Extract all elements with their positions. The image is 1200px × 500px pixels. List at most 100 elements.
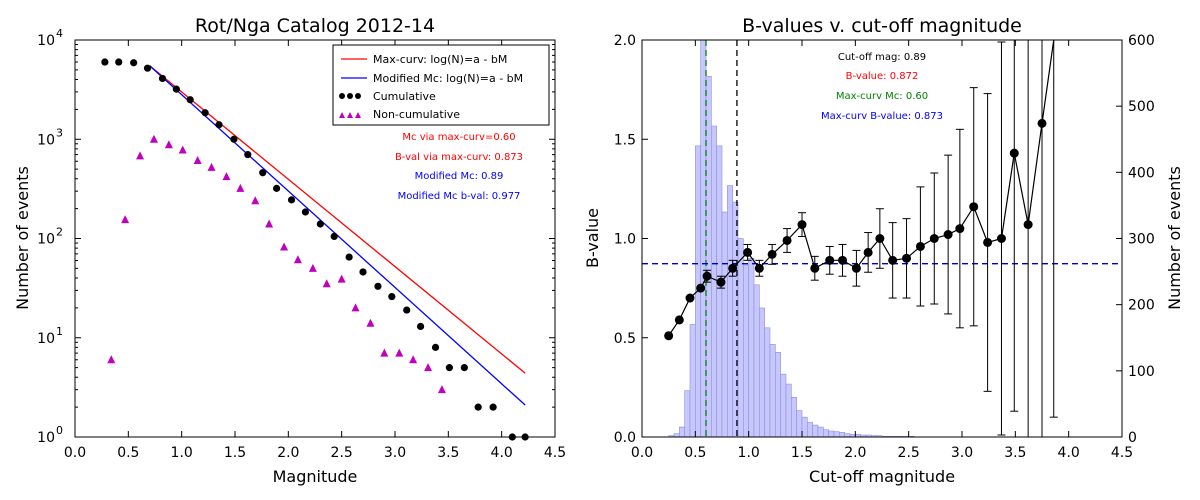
y-tick-label: 10: [37, 331, 55, 347]
bvalue-point: [902, 253, 912, 263]
histogram-bar: [684, 390, 691, 438]
left-cumulative-points: [101, 58, 529, 441]
noncumulative-point: [265, 219, 274, 228]
x-tick-label: 3.0: [384, 445, 406, 461]
cumulative-point: [330, 232, 338, 240]
bvalue-point: [810, 263, 820, 273]
legend-label-max-curv: Max-curv: log(N)=a - bM: [373, 53, 507, 66]
legend-swatch-dot: [355, 93, 361, 99]
left-chart: Rot/Nga Catalog 2012-14 0.0 0.5 1.0 1.5 2.0 2…: [13, 15, 566, 486]
noncumulative-point: [207, 162, 216, 171]
bvalue-point: [851, 263, 861, 273]
annotation-bvalue: B-value: 0.872: [846, 71, 919, 82]
y2-tick-label: 200: [1128, 298, 1155, 314]
right-chart-title: B-values v. cut-off magnitude: [742, 15, 1022, 37]
histogram-bar: [812, 424, 819, 438]
x-tick-label: 0.5: [117, 445, 139, 461]
cumulative-point: [489, 403, 497, 411]
y-tick-exponent: 2: [56, 226, 63, 239]
x-tick-label: 4.0: [1058, 445, 1080, 461]
cumulative-point: [417, 322, 425, 331]
y2-tick-label: 300: [1128, 232, 1155, 248]
legend-entry-cumulative: Cumulative: [339, 90, 436, 103]
cumulative-point: [244, 151, 252, 159]
x-tick-label: 1.0: [171, 445, 193, 461]
noncumulative-point: [380, 348, 389, 357]
cumulative-point: [403, 306, 411, 314]
cumulative-point: [460, 364, 468, 372]
bvalue-point: [969, 202, 979, 212]
noncumulative-point: [222, 172, 231, 181]
histogram-bar: [737, 238, 744, 438]
noncumulative-point: [437, 385, 446, 394]
histogram-bar: [753, 284, 760, 438]
right-x-axis-label: Cut-off magnitude: [809, 467, 955, 486]
bvalue-point: [943, 230, 953, 240]
x-tick-label: 0.5: [684, 445, 706, 461]
x-tick-label: 1.0: [738, 445, 760, 461]
bvalue-point: [716, 277, 726, 287]
legend-entry-noncumulative: Non-cumulative: [339, 108, 460, 121]
y-tick-exponent: 4: [56, 27, 63, 40]
histogram-bar: [769, 344, 776, 438]
x-tick-label: 1.5: [224, 445, 246, 461]
bvalue-point: [728, 263, 738, 273]
right-y-axis-label: B-value: [583, 208, 602, 268]
legend-label-modified-mc: Modified Mc: log(N)=a - bM: [373, 72, 523, 85]
x-tick-label: 2.5: [898, 445, 920, 461]
y-tick-label: 10: [37, 430, 55, 446]
left-noncumulative-points: [107, 134, 446, 394]
bvalue-point: [983, 237, 993, 247]
x-tick-label: 2.0: [844, 445, 866, 461]
y-tick-label: 2.0: [614, 33, 636, 49]
right-y-ticks: 0.0 0.5 1.0 1.5 2.0: [614, 33, 648, 446]
histogram-bar: [807, 422, 813, 438]
histogram-bar: [839, 432, 845, 438]
legend-entry-modified-mc: Modified Mc: log(N)=a - bM: [341, 72, 523, 85]
histogram-bar: [689, 324, 696, 438]
cumulative-point: [431, 343, 440, 351]
noncumulative-point: [322, 279, 331, 288]
noncumulative-point: [121, 215, 130, 224]
left-legend: Max-curv: log(N)=a - bM Modified Mc: log…: [332, 44, 550, 126]
x-tick-label: 4.5: [1111, 445, 1133, 461]
y2-tick-label: 100: [1128, 364, 1155, 380]
histogram-bar: [743, 264, 749, 438]
bvalue-point: [743, 247, 753, 257]
histogram-bar: [833, 431, 840, 438]
right-chart: B-values v. cut-off magnitude 0.0 0.5 1.0 1…: [583, 15, 1184, 486]
y2-tick-label: 400: [1128, 165, 1155, 181]
cumulative-point: [143, 64, 152, 72]
annotation-bval-max-curv: B-val via max-curv: 0.873: [395, 152, 523, 163]
noncumulative-point: [280, 242, 289, 251]
legend-swatch-triangle: [347, 112, 353, 118]
right-y2-axis-label: Number of events: [1165, 166, 1184, 310]
noncumulative-point: [395, 348, 404, 357]
annotation-max-curv-mc: Max-curv Mc: 0.60: [836, 91, 928, 102]
legend-box: [332, 44, 550, 126]
histogram-bar: [817, 426, 824, 438]
cumulative-point: [230, 135, 238, 143]
legend-swatch-triangle: [355, 112, 361, 118]
noncumulative-point: [164, 140, 173, 149]
bvalue-point: [838, 255, 848, 265]
y-tick-exponent: 1: [56, 325, 63, 338]
y2-tick-label: 500: [1128, 99, 1155, 115]
bvalue-point: [1009, 148, 1019, 158]
bvalue-point: [888, 255, 898, 265]
y-tick-label: 10: [37, 33, 55, 49]
histogram-bar: [785, 383, 792, 438]
histogram-bar: [791, 396, 797, 438]
x-tick-label: 0.0: [631, 445, 653, 461]
histogram-bar: [727, 185, 733, 438]
noncumulative-point: [337, 274, 346, 283]
cumulative-point: [273, 184, 281, 192]
bvalue-point: [875, 234, 885, 243]
cumulative-point: [345, 253, 353, 261]
left-x-ticks: 0.0 0.5 1.0 1.5 2.0 2.5 3.0 3.5 4.0 4.5: [64, 40, 566, 461]
noncumulative-point: [251, 196, 260, 205]
histogram-bar: [711, 125, 717, 438]
y-tick-label: 1.0: [614, 232, 636, 248]
noncumulative-point: [193, 156, 202, 165]
